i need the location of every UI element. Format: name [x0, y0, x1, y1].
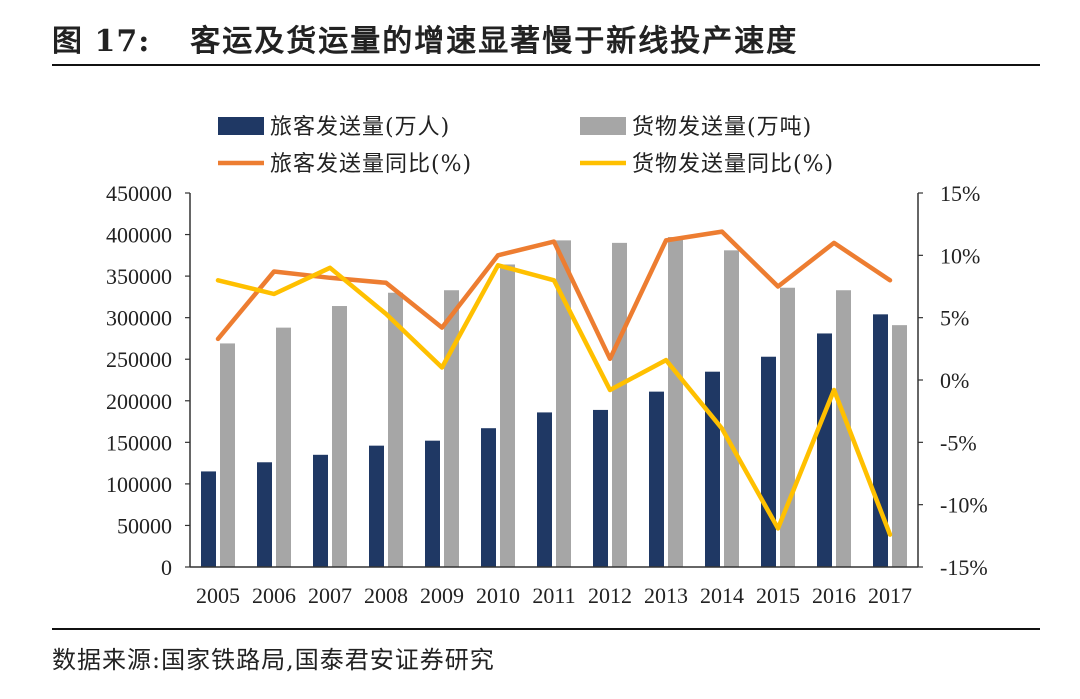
freight-bar	[220, 343, 235, 567]
passenger-bar	[313, 454, 328, 567]
passenger-bar	[705, 371, 720, 567]
x-tick-label: 2017	[868, 583, 912, 608]
passenger-bar	[649, 391, 664, 567]
right-tick-label: -5%	[940, 430, 977, 455]
left-tick-label: 250000	[106, 347, 172, 372]
legend: 旅客发送量(万人) 货物发送量(万吨) 旅客发送量同比(%) 货物发送量同比(%)	[218, 115, 834, 177]
freight-bar	[332, 306, 347, 567]
left-tick-label: 400000	[106, 223, 172, 248]
x-tick-label: 2008	[364, 583, 408, 608]
right-tick-label: 15%	[940, 181, 980, 206]
x-tick-label: 2011	[532, 583, 575, 608]
legend-freight-bar-label: 货物发送量(万吨)	[632, 115, 812, 140]
freight-bar	[780, 287, 795, 567]
left-tick-label: 0	[161, 555, 172, 580]
x-tick-label: 2016	[812, 583, 856, 608]
x-tick-label: 2009	[420, 583, 464, 608]
right-tick-label: -15%	[940, 555, 988, 580]
left-tick-label: 200000	[106, 389, 172, 414]
x-tick-label: 2007	[308, 583, 352, 608]
figure-header: 图 17: 客运及货运量的增速显著慢于新线投产速度	[52, 18, 1042, 59]
passenger-bar	[537, 412, 552, 567]
passenger-bar	[761, 356, 776, 567]
x-tick-label: 2015	[756, 583, 800, 608]
left-tick-label: 300000	[106, 306, 172, 331]
right-tick-label: 5%	[940, 306, 969, 331]
passenger-bar	[201, 471, 216, 567]
freight-bar	[444, 290, 459, 567]
axis-lines	[189, 193, 919, 568]
x-tick-label: 2005	[196, 583, 240, 608]
right-tick-label: 0%	[940, 368, 969, 393]
x-tick-label: 2012	[588, 583, 632, 608]
freight-bar	[556, 240, 571, 567]
freight-bar	[668, 237, 683, 567]
left-tick-label: 350000	[106, 264, 172, 289]
left-tick-label: 150000	[106, 430, 172, 455]
passenger-bar	[257, 462, 272, 567]
freight-bar	[724, 250, 739, 567]
freight-bar	[892, 325, 907, 567]
x-tick-label: 2014	[700, 583, 744, 608]
left-tick-label: 450000	[106, 181, 172, 206]
right-tick-label: 10%	[940, 243, 980, 268]
legend-passenger-bar-swatch	[218, 117, 264, 135]
x-tick-label: 2006	[252, 583, 296, 608]
freight-yoy-line	[215, 263, 893, 537]
source-note: 数据来源: 国家铁路局,国泰君安证券研究	[52, 640, 495, 675]
freight-bar	[836, 290, 851, 567]
bottom-rule	[52, 628, 1040, 630]
freight-bar	[500, 264, 515, 567]
lines	[215, 229, 893, 537]
left-tick-label: 50000	[117, 513, 172, 538]
right-axis: -15% -10% -5% 0% 5% 10% 15%	[918, 181, 988, 580]
right-tick-label: -10%	[940, 493, 988, 518]
passenger-bar	[481, 428, 496, 567]
x-tick-label: 2013	[644, 583, 688, 608]
legend-freight-line-label: 货物发送量同比(%)	[632, 152, 834, 177]
top-rule	[52, 64, 1040, 66]
freight-bar	[276, 327, 291, 567]
bars	[201, 237, 907, 567]
figure-title: 客运及货运量的增速显著慢于新线投产速度	[190, 24, 799, 59]
legend-freight-bar-swatch	[580, 117, 626, 135]
x-axis: 2005 2006 2007 2008 2009 2010 2011 2012 2013 2014…	[196, 583, 912, 608]
freight-bar	[612, 242, 627, 567]
passenger-bar	[369, 445, 384, 567]
left-axis: 0 50000 100000 150000 200000 250000 300000 3500…	[106, 181, 190, 580]
passenger-bar	[593, 409, 608, 567]
freight-bar	[388, 292, 403, 567]
source-text: 国家铁路局,国泰君安证券研究	[161, 646, 495, 674]
legend-passenger-bar-label: 旅客发送量(万人)	[270, 115, 450, 140]
passenger-yoy-line	[215, 229, 893, 362]
figure-label: 图 17:	[52, 24, 151, 59]
source-label: 数据来源:	[52, 646, 162, 674]
passenger-bar	[817, 333, 832, 567]
x-tick-label: 2010	[476, 583, 520, 608]
passenger-bar	[425, 440, 440, 567]
legend-passenger-line-label: 旅客发送量同比(%)	[270, 152, 472, 177]
left-tick-label: 100000	[106, 472, 172, 497]
